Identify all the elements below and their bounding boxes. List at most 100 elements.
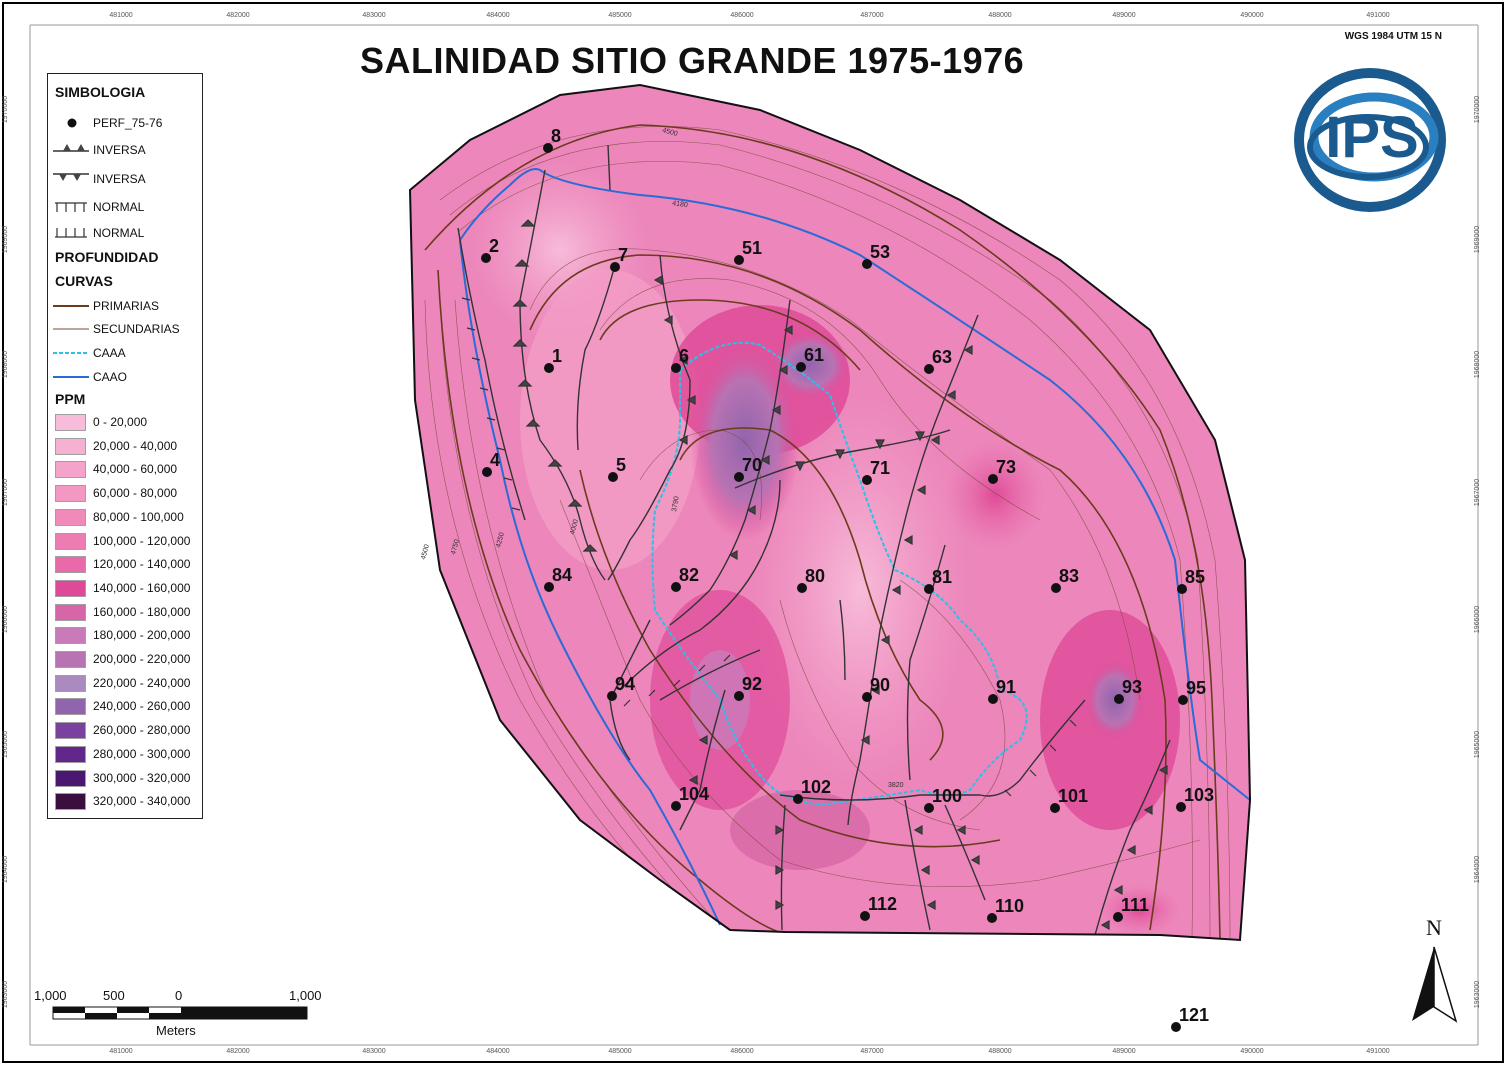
well-marker[interactable] [671,363,681,373]
well-label: 104 [679,784,709,804]
well-marker[interactable] [924,364,934,374]
legend-ppm-row: 0 - 20,000 [48,413,198,433]
well-83[interactable]: 83 [1051,566,1079,593]
well-73[interactable]: 73 [988,457,1016,484]
well-marker[interactable] [796,362,806,372]
y-tick-label: 1969000 [2,225,10,254]
well-marker[interactable] [608,472,618,482]
well-marker[interactable] [544,582,554,592]
well-91[interactable]: 91 [988,677,1016,704]
well-marker[interactable] [1113,912,1123,922]
ppm-swatch [55,461,86,479]
legend-wells: PERF_75-76 [48,114,198,134]
well-6[interactable]: 6 [671,346,689,373]
well-marker[interactable] [481,253,491,263]
well-marker[interactable] [671,801,681,811]
well-104[interactable]: 104 [671,784,709,811]
well-marker[interactable] [988,694,998,704]
well-label: 121 [1179,1005,1209,1025]
well-100[interactable]: 100 [924,786,962,813]
well-marker[interactable] [734,255,744,265]
well-marker[interactable] [544,363,554,373]
well-94[interactable]: 94 [607,674,635,701]
well-84[interactable]: 84 [544,565,572,592]
well-marker[interactable] [482,467,492,477]
well-71[interactable]: 71 [862,458,890,485]
well-80[interactable]: 80 [797,566,825,593]
well-4[interactable]: 4 [482,450,500,477]
contour-label: 3820 [888,782,904,789]
well-marker[interactable] [862,692,872,702]
well-102[interactable]: 102 [793,777,831,804]
well-marker[interactable] [1176,802,1186,812]
north-arrow-icon [1412,946,1458,1023]
well-1[interactable]: 1 [544,346,562,373]
well-95[interactable]: 95 [1178,678,1206,705]
well-marker[interactable] [607,691,617,701]
well-marker[interactable] [924,584,934,594]
well-103[interactable]: 103 [1176,785,1214,812]
well-marker[interactable] [1171,1022,1181,1032]
well-marker[interactable] [734,472,744,482]
well-92[interactable]: 92 [734,674,762,701]
legend-depth-heading: PROFUNDIDAD [55,249,159,265]
well-label: 70 [742,455,762,475]
well-63[interactable]: 63 [924,347,952,374]
y-tick-label: 1964000 [1474,855,1482,884]
well-label: 6 [679,346,689,366]
caaa-line-icon [53,352,89,354]
x-tick-label: 486000 [730,1048,754,1055]
well-marker[interactable] [862,475,872,485]
y-tick-label: 1966000 [2,605,10,634]
well-85[interactable]: 85 [1177,567,1205,594]
well-70[interactable]: 70 [734,455,762,482]
map-title: SALINIDAD SITIO GRANDE 1975-1976 [360,40,1025,81]
well-marker[interactable] [793,794,803,804]
ppm-label: 200,000 - 220,000 [93,652,191,666]
ppm-swatch [55,745,86,763]
well-marker[interactable] [734,691,744,701]
well-marker[interactable] [610,262,620,272]
legend-wells-label: PERF_75-76 [93,116,163,130]
well-93[interactable]: 93 [1114,677,1142,704]
well-53[interactable]: 53 [862,242,890,269]
well-5[interactable]: 5 [608,455,626,482]
x-tick-label: 491000 [1366,12,1390,19]
field-boundary [408,83,1252,942]
well-90[interactable]: 90 [862,675,890,702]
well-marker[interactable] [797,583,807,593]
x-tick-label: 485000 [608,1048,632,1055]
crs-label: WGS 1984 UTM 15 N [1344,31,1442,42]
x-tick-label: 483000 [362,1048,386,1055]
well-51[interactable]: 51 [734,238,762,265]
well-112[interactable]: 112 [860,894,897,921]
well-marker[interactable] [543,143,553,153]
well-marker[interactable] [1051,583,1061,593]
well-121[interactable]: 121 [1171,1005,1209,1032]
well-61[interactable]: 61 [796,345,824,372]
well-7[interactable]: 7 [610,245,628,272]
y-tick-label: 1967000 [2,478,10,507]
well-marker[interactable] [924,803,934,813]
legend-ppm-heading: PPM [55,391,86,407]
well-marker[interactable] [987,913,997,923]
caao-line [459,168,1251,926]
well-marker[interactable] [1050,803,1060,813]
well-2[interactable]: 2 [481,236,499,263]
well-marker[interactable] [1177,584,1187,594]
well-marker[interactable] [860,911,870,921]
well-marker[interactable] [671,582,681,592]
well-110[interactable]: 110 [987,896,1024,923]
well-marker[interactable] [862,259,872,269]
well-symbol-icon [67,118,77,128]
well-marker[interactable] [988,474,998,484]
legend-fault-label: NORMAL [93,226,145,240]
well-82[interactable]: 82 [671,565,699,592]
well-marker[interactable] [1114,694,1124,704]
well-111[interactable]: 111 [1113,895,1149,922]
well-101[interactable]: 101 [1050,786,1088,813]
well-marker[interactable] [1178,695,1188,705]
well-81[interactable]: 81 [924,567,952,594]
well-8[interactable]: 8 [543,126,561,153]
ppm-swatch [55,603,86,621]
